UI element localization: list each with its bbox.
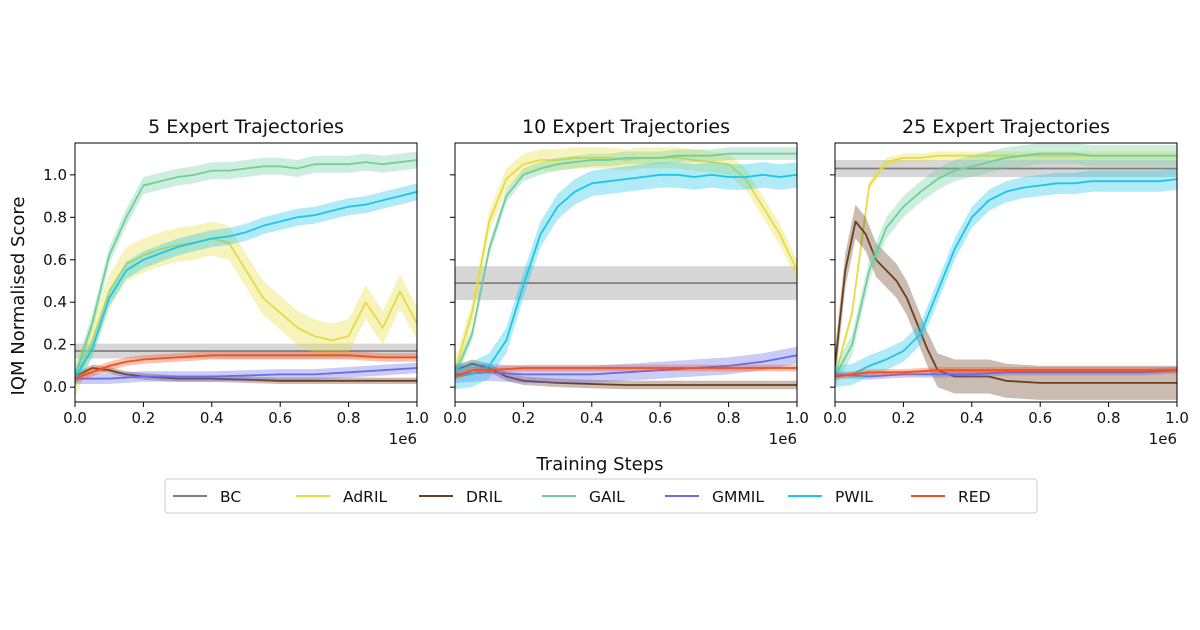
legend-item-red: RED (911, 488, 991, 506)
legend-frame (164, 478, 1038, 514)
line-gmmil (75, 367, 417, 380)
band-dril (75, 364, 417, 384)
panel-title: 25 Expert Trajectories (902, 116, 1110, 138)
y-tick-label: 1.0 (43, 166, 67, 184)
line-gail (455, 152, 797, 375)
legend-item-dril: DRIL (419, 488, 502, 506)
x-tick-label: 1.0 (405, 409, 429, 427)
legend-label: BC (220, 488, 241, 506)
line-pwil (75, 190, 417, 380)
panel-title: 10 Expert Trajectories (522, 116, 730, 138)
line-gmmil (455, 354, 797, 376)
panel-title: 5 Expert Trajectories (148, 116, 344, 138)
legend-label: RED (958, 488, 991, 506)
line-pwil (455, 173, 797, 378)
plot-area (455, 147, 797, 390)
line-red (75, 354, 417, 380)
x-exponent-label: 1e6 (769, 430, 797, 448)
legend-label: PWIL (835, 488, 873, 506)
x-tick-label: 1.0 (1165, 409, 1189, 427)
x-tick-label: 0.0 (63, 409, 87, 427)
plot-frame (74, 142, 418, 403)
band-pwil (75, 183, 417, 388)
line-red (835, 369, 1177, 378)
line-dril (75, 367, 417, 382)
x-tick-label: 0.2 (131, 409, 155, 427)
line-dril (455, 362, 797, 386)
panel-1: 5 Expert Trajectories 0.0 0.2 0.4 0.6 0.8 1.0 0… (43, 116, 429, 448)
line-pwil (835, 178, 1177, 378)
x-tick-label: 0.0 (823, 409, 847, 427)
line-gmmil (835, 369, 1177, 378)
line-adril (75, 237, 417, 382)
x-exponent-label: 1e6 (1149, 430, 1177, 448)
band-adril (75, 221, 417, 398)
x-tick-label: 0.2 (511, 409, 535, 427)
panels: 5 Expert Trajectories 0.0 0.2 0.4 0.6 0.8 1.0 0… (43, 116, 1189, 448)
panel-2: 10 Expert Trajectories 0.0 0.2 0.4 0.6 0.8 1.0… (443, 116, 809, 448)
legend-item-gail: GAIL (542, 488, 625, 506)
legend-item-pwil: PWIL (788, 488, 873, 506)
x-tick-label: 0.0 (443, 409, 467, 427)
line-gail (835, 152, 1177, 377)
y-tick-label: 0.4 (43, 293, 67, 311)
legend-item-bc: BC (173, 488, 241, 506)
x-tick-label: 0.8 (1097, 409, 1121, 427)
x-exponent-label: 1e6 (389, 430, 417, 448)
x-tick-label: 0.6 (268, 409, 292, 427)
x-tick-label: 0.6 (1028, 409, 1052, 427)
legend-item-gmmil: GMMIL (665, 488, 764, 506)
line-dril (835, 220, 1177, 384)
band-dril (835, 204, 1177, 400)
x-tick-label: 0.4 (580, 409, 604, 427)
plot-frame (834, 142, 1178, 403)
band-gmmil (75, 362, 417, 384)
line-adril (455, 156, 797, 371)
legend: BC AdRIL DRIL GAIL GMMIL PWIL RED (164, 478, 1038, 514)
x-tick-label: 0.8 (337, 409, 361, 427)
legend-label: AdRIL (343, 488, 388, 506)
x-tick-label: 0.2 (891, 409, 915, 427)
legend-label: GMMIL (712, 488, 764, 506)
x-tick-label: 0.4 (200, 409, 224, 427)
y-tick-label: 0.8 (43, 208, 67, 226)
plot-area (75, 151, 417, 398)
legend-label: DRIL (466, 488, 502, 506)
plot-area (835, 143, 1177, 400)
x-axis-label: Training Steps (535, 454, 663, 475)
x-tick-label: 0.8 (717, 409, 741, 427)
legend-item-adril: AdRIL (296, 488, 388, 506)
legend-items: BC AdRIL DRIL GAIL GMMIL PWIL RED (173, 488, 991, 506)
plot-frame (454, 142, 798, 403)
x-tick-label: 1.0 (785, 409, 809, 427)
y-tick-label: 0.2 (43, 336, 67, 354)
line-red (455, 367, 797, 378)
line-gail (75, 159, 417, 377)
panel-3: 25 Expert Trajectories 0.0 0.2 0.4 0.6 0.8 1.0… (823, 116, 1189, 448)
x-tick-label: 0.6 (648, 409, 672, 427)
y-tick-label: 0.6 (43, 251, 67, 269)
y-axis-label: IQM Normalised Score (8, 197, 29, 396)
y-tick-label: 0.0 (43, 378, 67, 396)
x-tick-label: 0.4 (960, 409, 984, 427)
legend-label: GAIL (589, 488, 625, 506)
